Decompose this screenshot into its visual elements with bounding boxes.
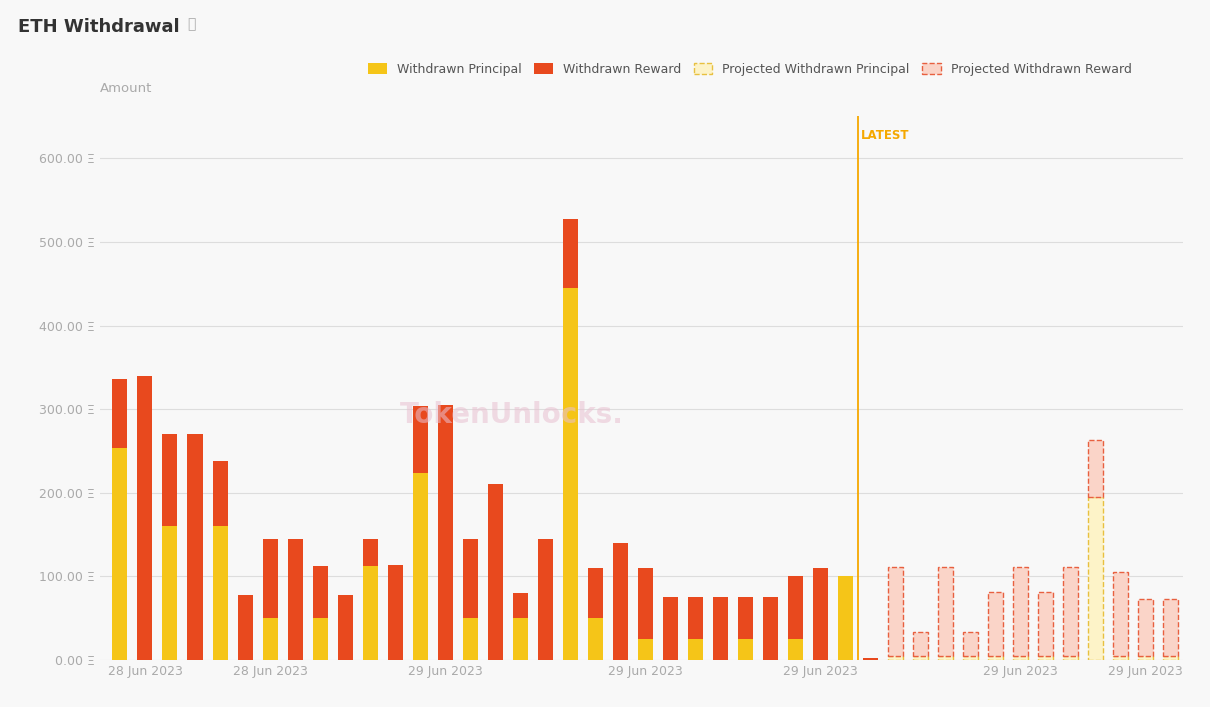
Text: TokenUnlocks.: TokenUnlocks. — [399, 402, 623, 429]
Text: Amount: Amount — [100, 82, 152, 95]
Bar — [1064, 567, 1078, 656]
Bar — [413, 473, 427, 660]
Bar — [1013, 656, 1028, 660]
Bar — [537, 539, 553, 660]
Bar — [738, 597, 753, 639]
Bar — [513, 618, 528, 660]
Bar — [663, 597, 678, 660]
Bar — [462, 539, 478, 618]
Bar — [162, 434, 178, 526]
Bar — [963, 632, 978, 656]
Bar — [638, 568, 653, 639]
Legend: Withdrawn Principal, Withdrawn Reward, Projected Withdrawn Principal, Projected : Withdrawn Principal, Withdrawn Reward, P… — [363, 57, 1136, 81]
Bar — [1113, 656, 1128, 660]
Bar — [588, 618, 603, 660]
Bar — [1163, 599, 1179, 656]
Bar — [213, 526, 227, 660]
Bar — [788, 639, 803, 660]
Text: LATEST: LATEST — [860, 129, 909, 142]
Bar — [1038, 592, 1053, 656]
Bar — [1139, 599, 1153, 656]
Bar — [839, 576, 853, 660]
Bar — [563, 219, 578, 288]
Bar — [1163, 656, 1179, 660]
Bar — [488, 484, 502, 660]
Bar — [888, 567, 903, 656]
Bar — [914, 656, 928, 660]
Bar — [263, 539, 277, 618]
Bar — [1064, 656, 1078, 660]
Bar — [563, 288, 578, 660]
Bar — [113, 379, 127, 448]
Bar — [1013, 567, 1028, 656]
Bar — [513, 593, 528, 618]
Bar — [1038, 656, 1053, 660]
Bar — [914, 632, 928, 656]
Bar — [638, 639, 653, 660]
Bar — [687, 639, 703, 660]
Bar — [138, 375, 152, 660]
Bar — [963, 656, 978, 660]
Bar — [213, 461, 227, 526]
Bar — [938, 567, 953, 656]
Bar — [237, 595, 253, 660]
Bar — [738, 639, 753, 660]
Bar — [713, 597, 728, 660]
Bar — [788, 576, 803, 639]
Bar — [989, 592, 1003, 656]
Bar — [764, 597, 778, 660]
Bar — [813, 568, 828, 660]
Bar — [188, 434, 202, 660]
Bar — [162, 526, 178, 660]
Bar — [413, 406, 427, 473]
Bar — [1113, 572, 1128, 656]
Bar — [1088, 440, 1104, 497]
Bar — [588, 568, 603, 618]
Bar — [363, 566, 378, 660]
Bar — [989, 656, 1003, 660]
Bar — [438, 405, 453, 660]
Text: ETH Withdrawal: ETH Withdrawal — [18, 18, 180, 35]
Bar — [312, 618, 328, 660]
Bar — [288, 539, 302, 660]
Bar — [687, 597, 703, 639]
Bar — [113, 448, 127, 660]
Bar — [938, 656, 953, 660]
Bar — [612, 543, 628, 660]
Bar — [387, 565, 403, 660]
Bar — [888, 656, 903, 660]
Bar — [863, 658, 878, 660]
Bar — [338, 595, 352, 660]
Bar — [363, 539, 378, 566]
Bar — [1088, 497, 1104, 660]
Text: ⓘ: ⓘ — [188, 18, 196, 32]
Bar — [312, 566, 328, 618]
Bar — [462, 618, 478, 660]
Bar — [1139, 656, 1153, 660]
Bar — [263, 618, 277, 660]
